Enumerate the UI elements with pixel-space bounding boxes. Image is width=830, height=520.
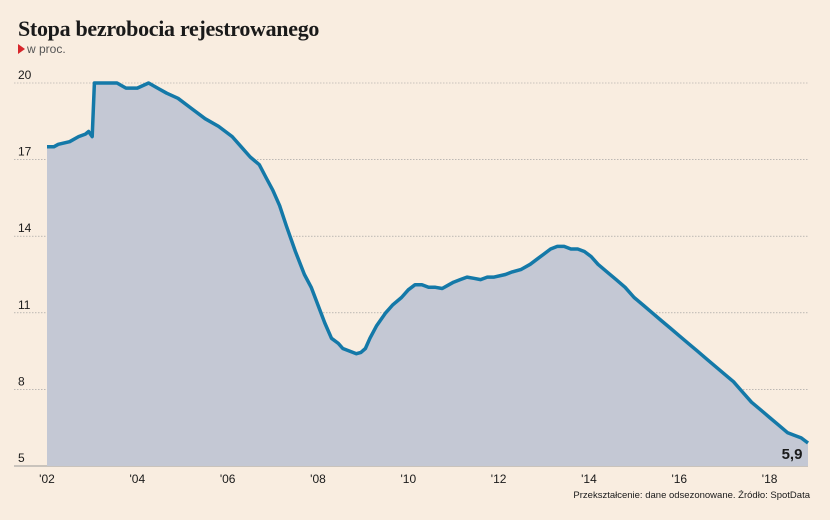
red-triangle-icon [18, 44, 25, 54]
x-tick-label: '14 [581, 472, 597, 486]
end-value-label: 5,9 [782, 446, 803, 463]
x-tick-label: '04 [130, 472, 146, 486]
unemployment-chart: 5 8 11 14 17 20 '02 '04 '06 '08 '10 '12 '14 '16 '18 5… [14, 68, 810, 486]
y-tick-label: 17 [18, 145, 32, 159]
x-tick-label: '10 [400, 472, 416, 486]
area-fill [47, 83, 808, 466]
x-tick-label: '02 [39, 472, 55, 486]
x-tick-label: '18 [762, 472, 778, 486]
y-tick-label: 14 [18, 221, 32, 235]
y-axis-ticks: 5 8 11 14 17 20 [18, 68, 32, 465]
y-tick-label: 11 [18, 298, 31, 312]
source-note: Przekształcenie: dane odsezonowane. Źród… [573, 490, 810, 501]
subtitle-text: w proc. [27, 42, 66, 56]
x-tick-label: '12 [491, 472, 507, 486]
x-tick-label: '16 [671, 472, 687, 486]
y-tick-label: 8 [18, 374, 25, 388]
y-tick-label: 5 [18, 451, 25, 465]
chart-title: Stopa bezrobocia rejestrowanego [18, 16, 320, 41]
series-line [47, 81, 810, 445]
x-tick-label: '06 [220, 472, 236, 486]
chart-subtitle: w proc. [18, 42, 66, 56]
x-tick-label: '08 [310, 472, 326, 486]
y-tick-label: 20 [18, 68, 32, 82]
x-axis-ticks: '02 '04 '06 '08 '10 '12 '14 '16 '18 [39, 472, 778, 486]
